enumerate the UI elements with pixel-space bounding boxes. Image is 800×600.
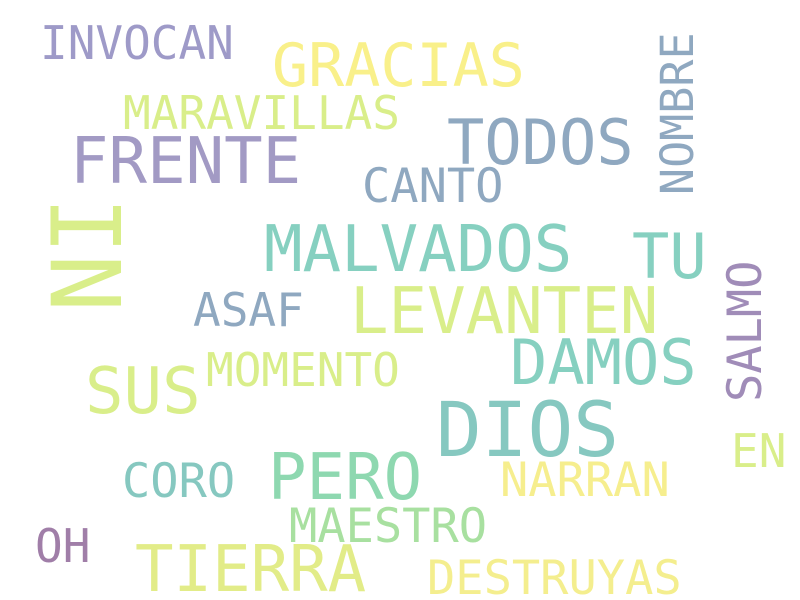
word-asaf: ASAF (193, 283, 304, 337)
word-salmo: SALMO (718, 260, 773, 402)
word-todos: TODOS (447, 106, 634, 179)
word-frente: FRENTE (70, 125, 302, 199)
word-maravillas: MARAVILLAS (123, 86, 400, 140)
word-tu: TU (632, 220, 707, 293)
word-invocan: INVOCAN (40, 16, 234, 70)
word-coro: CORO (122, 454, 236, 509)
word-oh: OH (35, 519, 91, 573)
word-dios: DIOS (436, 385, 620, 474)
word-destruyas: DESTRUYAS (427, 551, 682, 600)
word-tierra: TIERRA (135, 533, 367, 600)
word-pero: PERO (268, 441, 423, 515)
word-malvados: MALVADOS (264, 213, 573, 287)
word-nombre: NOMBRE (651, 32, 704, 195)
word-maestro: MAESTRO (289, 499, 488, 554)
word-narran: NARRAN (500, 453, 670, 508)
word-momento: MOMENTO (206, 343, 400, 397)
word-damos: DAMOS (510, 326, 697, 399)
word-en: EN (731, 424, 787, 478)
word-ni: NI (32, 196, 144, 312)
word-levanten: LEVANTEN (350, 275, 659, 349)
word-gracias: GRACIAS (272, 31, 525, 101)
word-sus: SUS (85, 355, 201, 429)
word-canto: CANTO (362, 159, 504, 214)
